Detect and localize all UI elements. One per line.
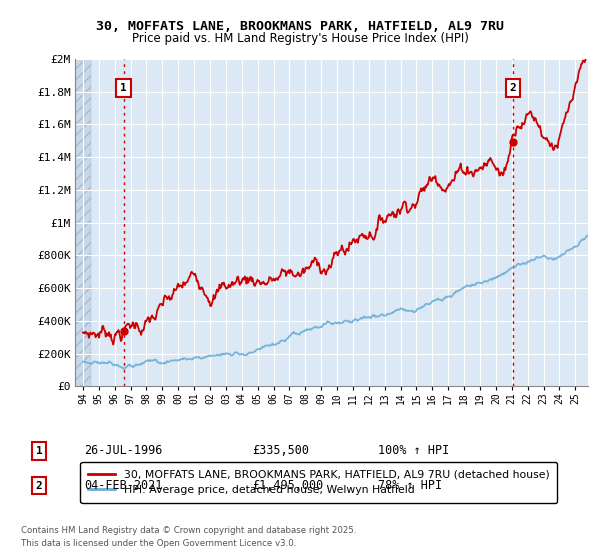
Text: 100% ↑ HPI: 100% ↑ HPI: [378, 444, 449, 458]
Text: 04-FEB-2021: 04-FEB-2021: [84, 479, 163, 492]
Text: 78% ↑ HPI: 78% ↑ HPI: [378, 479, 442, 492]
Text: 30, MOFFATS LANE, BROOKMANS PARK, HATFIELD, AL9 7RU: 30, MOFFATS LANE, BROOKMANS PARK, HATFIE…: [96, 20, 504, 32]
Polygon shape: [75, 59, 91, 386]
Text: 1: 1: [121, 83, 127, 94]
Text: 2: 2: [510, 83, 517, 94]
Text: 1: 1: [35, 446, 43, 456]
Text: 26-JUL-1996: 26-JUL-1996: [84, 444, 163, 458]
Text: £335,500: £335,500: [252, 444, 309, 458]
Text: Contains HM Land Registry data © Crown copyright and database right 2025.
This d: Contains HM Land Registry data © Crown c…: [21, 526, 356, 548]
Legend: 30, MOFFATS LANE, BROOKMANS PARK, HATFIELD, AL9 7RU (detached house), HPI: Avera: 30, MOFFATS LANE, BROOKMANS PARK, HATFIE…: [80, 462, 557, 503]
Text: £1,495,000: £1,495,000: [252, 479, 323, 492]
Text: Price paid vs. HM Land Registry's House Price Index (HPI): Price paid vs. HM Land Registry's House …: [131, 32, 469, 45]
Text: 2: 2: [35, 480, 43, 491]
